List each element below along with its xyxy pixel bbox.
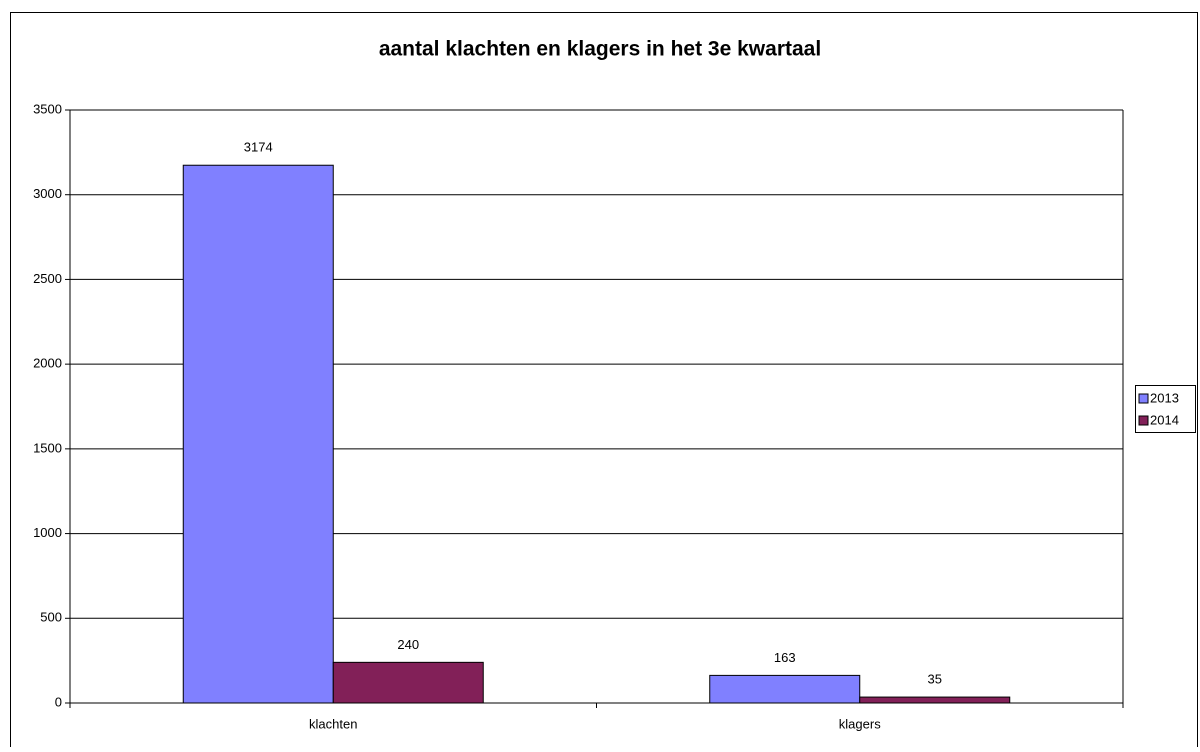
y-tick-label: 2000 — [33, 356, 62, 371]
bar — [182, 164, 334, 704]
legend-label: 2014 — [1150, 412, 1179, 427]
y-tick-label: 1000 — [33, 525, 62, 540]
value-label: 3174 — [244, 140, 273, 155]
y-tick-label: 2500 — [33, 271, 62, 286]
y-tick-label: 3500 — [33, 101, 62, 116]
y-tick-label: 500 — [40, 610, 62, 625]
chart-title: aantal klachten en klagers in het 3e kwa… — [379, 38, 821, 61]
value-label: 35 — [928, 672, 942, 687]
y-tick-label: 1500 — [33, 440, 62, 455]
legend-label: 2013 — [1150, 390, 1179, 405]
y-tick-label: 0 — [55, 694, 62, 709]
value-label: 240 — [397, 637, 419, 652]
legend-swatch — [1138, 393, 1149, 404]
bar — [709, 674, 861, 704]
x-tick-label: klachten — [309, 716, 357, 731]
legend-swatch — [1138, 415, 1149, 426]
x-tick-label: klagers — [839, 716, 881, 731]
y-tick-label: 3000 — [33, 186, 62, 201]
value-label: 163 — [774, 650, 796, 665]
bar — [859, 696, 1011, 704]
bar — [332, 661, 484, 704]
